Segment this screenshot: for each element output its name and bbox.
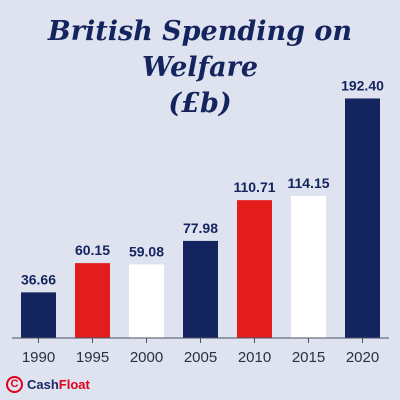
data-label-1990: 36.66 <box>21 271 56 287</box>
cashfloat-logo: C CashFloat <box>6 372 90 396</box>
bar-2015 <box>291 195 326 338</box>
x-tick-label-1990: 1990 <box>22 349 55 366</box>
bar-1990 <box>21 292 56 338</box>
data-label-2015: 114.15 <box>287 175 329 191</box>
data-label-2005: 77.98 <box>183 220 218 236</box>
logo-wordmark-part2: Float <box>58 376 90 392</box>
cashfloat-logo-icon: C <box>6 375 23 393</box>
x-tick-label-2005: 2005 <box>184 349 217 366</box>
bar-1995 <box>75 263 110 338</box>
x-tick-label-2010: 2010 <box>238 349 271 366</box>
bar-2005 <box>183 240 218 338</box>
bar-2020 <box>345 98 380 338</box>
data-label-1995: 60.15 <box>75 242 110 258</box>
logo-wordmark-part1: Cash <box>27 376 59 392</box>
x-tick-label-2015: 2015 <box>292 349 325 366</box>
x-tick-label-1995: 1995 <box>76 349 109 366</box>
bar-2000 <box>129 264 164 338</box>
data-label-2020: 192.40 <box>341 77 384 93</box>
chart-title: British Spending on Welfare (£b) <box>0 14 400 122</box>
logo-mark-letter: C <box>10 377 19 390</box>
logo-wordmark: CashFloat <box>27 377 90 392</box>
x-tick-label-2020: 2020 <box>346 349 379 366</box>
bar-2010 <box>237 200 272 338</box>
x-tick-label-2000: 2000 <box>130 349 163 366</box>
chart-title-line-2: (£b) <box>168 88 232 119</box>
data-label-2010: 110.71 <box>233 179 275 195</box>
chart-title-line-1: British Spending on Welfare <box>47 16 353 83</box>
data-label-2000: 59.08 <box>129 243 164 259</box>
